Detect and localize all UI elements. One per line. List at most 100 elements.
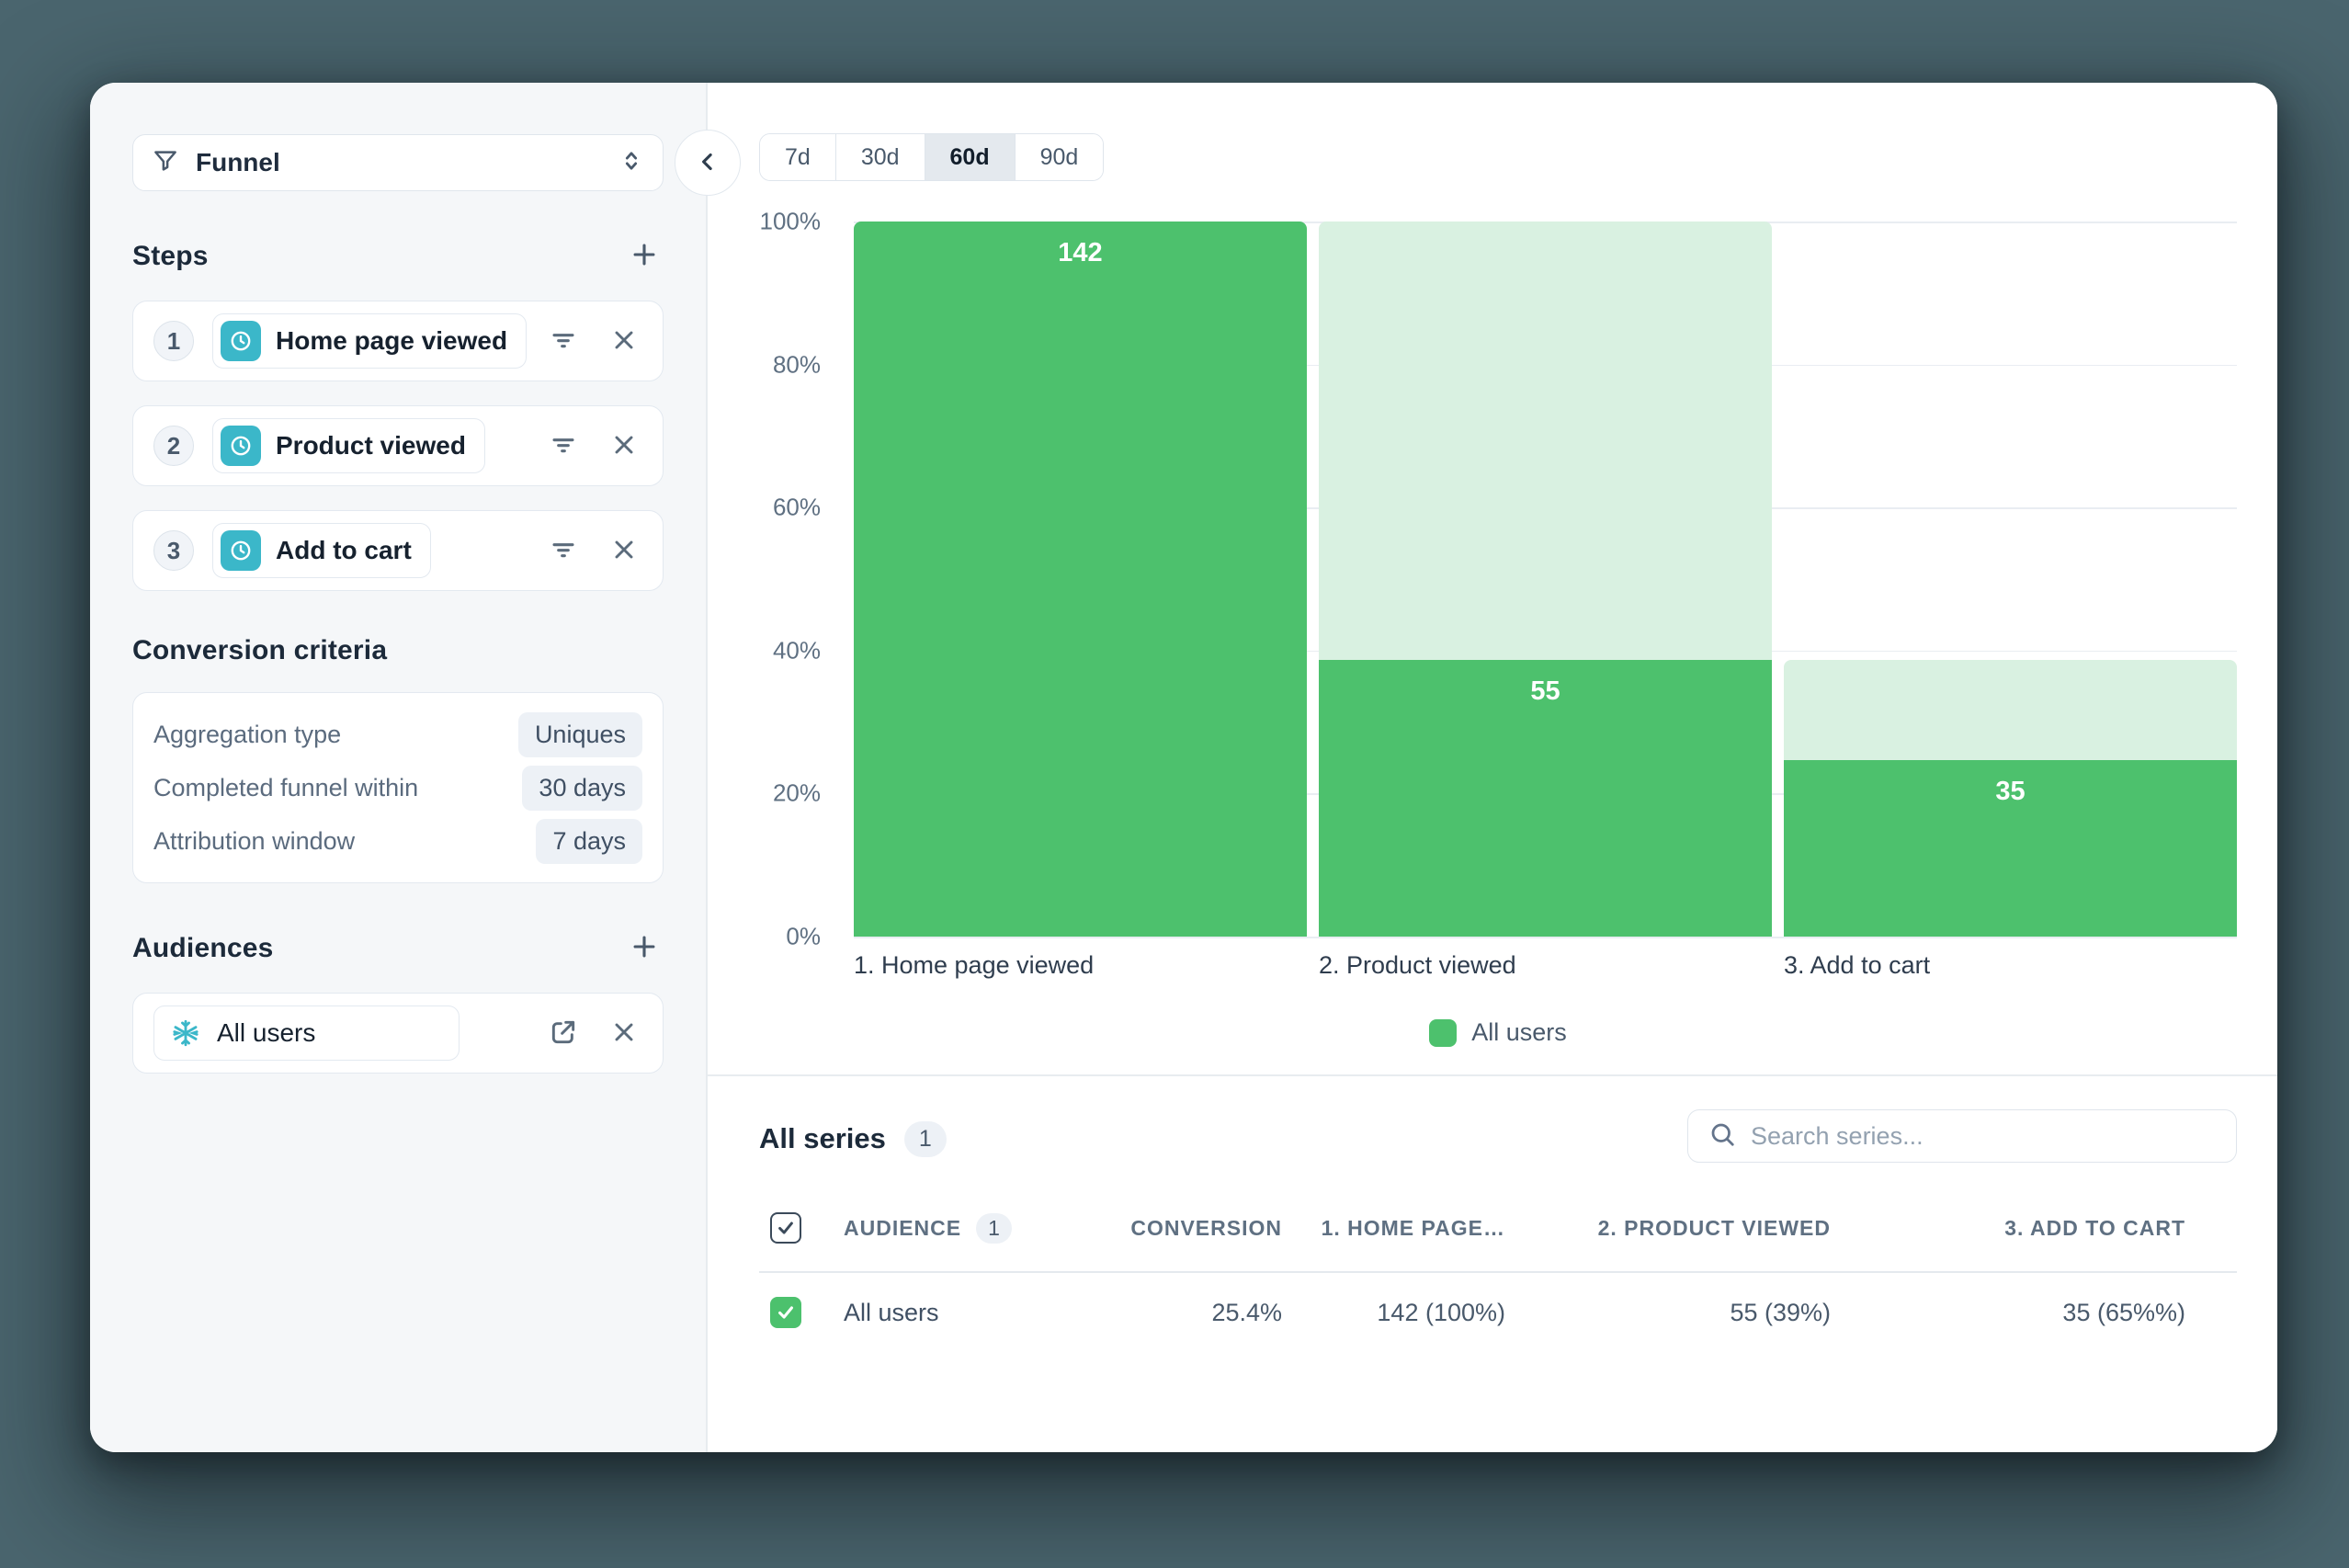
open-audience-button[interactable] [545, 1014, 582, 1053]
time-range-60d[interactable]: 60d [924, 134, 1015, 180]
series-table-row[interactable]: All users 25.4% 142 (100%) 55 (39%) 35 (… [759, 1273, 2237, 1352]
step-event-label: Home page viewed [276, 326, 508, 355]
audience-label: All users [217, 1018, 316, 1047]
step-filter-button[interactable] [545, 531, 582, 571]
criteria-row-attribution: Attribution window 7 days [153, 814, 642, 868]
x-axis-label: 1. Home page viewed [854, 951, 1095, 979]
header-step3: 3. ADD TO CART [2004, 1215, 2185, 1240]
funnel-icon [152, 147, 179, 179]
time-range-30d[interactable]: 30d [834, 134, 925, 180]
series-table-header: AUDIENCE 1 CONVERSION 1. HOME PAGE… 2. P… [759, 1207, 2237, 1249]
cell-step1: 142 (100%) [1377, 1298, 1505, 1326]
header-step1: 1. HOME PAGE… [1321, 1215, 1505, 1240]
filter-lines-icon [549, 535, 578, 567]
criteria-row-window: Completed funnel within 30 days [153, 761, 642, 814]
conversion-criteria-title: Conversion criteria [132, 635, 388, 665]
step-filter-button[interactable] [545, 426, 582, 466]
legend-swatch [1429, 1018, 1458, 1047]
y-axis-tick: 0% [786, 922, 821, 950]
cell-step3: 35 (65%%) [2062, 1298, 2185, 1326]
funnel-bars: 142 55 35 [854, 222, 2237, 937]
conversion-criteria-card: Aggregation type Uniques Completed funne… [132, 692, 664, 883]
cell-conversion: 25.4% [1211, 1298, 1282, 1326]
step-card-2: 2 Product viewed [132, 405, 664, 486]
sidebar: Funnel Steps 1 Hom [90, 83, 708, 1452]
clock-icon [221, 426, 261, 466]
step-card-3: 3 Add to cart [132, 510, 664, 591]
steps-title: Steps [132, 240, 209, 271]
header-audience: AUDIENCE [844, 1215, 962, 1240]
criteria-value-pill[interactable]: 30 days [522, 765, 642, 811]
series-count-badge: 1 [903, 1120, 947, 1157]
remove-step-button[interactable] [606, 426, 642, 466]
close-icon [609, 535, 639, 567]
step-event-chip[interactable]: Add to cart [212, 523, 431, 578]
legend-label: All users [1471, 1018, 1567, 1046]
plus-icon [629, 239, 660, 273]
criteria-row-aggregation: Aggregation type Uniques [153, 708, 642, 761]
time-range-90d[interactable]: 90d [1014, 134, 1104, 180]
filter-lines-icon [549, 325, 578, 358]
main-panel: 7d 30d 60d 90d 100% 80% 60% 40% 20% 0% 142 55 3… [708, 83, 2277, 1452]
gridline [854, 937, 2237, 938]
audience-chip[interactable]: All users [153, 1006, 460, 1061]
insight-type-label: Funnel [196, 148, 280, 176]
criteria-label: Attribution window [153, 826, 356, 855]
y-axis-tick: 40% [772, 636, 821, 665]
remove-step-button[interactable] [606, 531, 642, 571]
app-window: Funnel Steps 1 Hom [90, 83, 2277, 1452]
cell-audience: All users [844, 1298, 939, 1326]
step-event-chip[interactable]: Product viewed [212, 418, 485, 473]
search-icon [1708, 1120, 1736, 1153]
step-number: 2 [153, 426, 194, 466]
funnel-plot: 142 55 35 [854, 222, 2237, 938]
select-all-checkbox[interactable] [770, 1212, 801, 1244]
search-series-input[interactable] [1751, 1121, 2216, 1151]
add-step-button[interactable] [625, 235, 664, 277]
table-header-divider [759, 1271, 2237, 1273]
funnel-column[interactable]: 35 [1784, 222, 2237, 937]
chart-legend[interactable]: All users [759, 1018, 2237, 1047]
funnel-bar-dropoff [1784, 659, 2237, 761]
audiences-title: Audiences [132, 932, 274, 963]
time-range-7d[interactable]: 7d [760, 134, 835, 180]
snowflake-icon [169, 1013, 202, 1053]
remove-step-button[interactable] [606, 322, 642, 361]
funnel-bar-converted [854, 222, 1307, 937]
step-card-1: 1 Home page viewed [132, 301, 664, 381]
criteria-value-pill[interactable]: 7 days [536, 818, 642, 864]
funnel-bar-converted [1784, 760, 2237, 937]
y-axis-tick: 80% [772, 350, 821, 379]
close-icon [609, 430, 639, 462]
collapse-sidebar-button[interactable] [675, 130, 741, 196]
audience-count-badge: 1 [976, 1212, 1012, 1244]
bar-value-label: 55 [1530, 676, 1560, 706]
add-audience-button[interactable] [625, 927, 664, 969]
clock-icon [221, 530, 261, 571]
criteria-value-pill[interactable]: Uniques [517, 711, 642, 757]
step-filter-button[interactable] [545, 322, 582, 361]
close-icon [609, 325, 639, 358]
step-number: 1 [153, 321, 194, 361]
remove-audience-button[interactable] [606, 1014, 642, 1053]
y-axis-tick: 60% [772, 493, 821, 521]
filter-lines-icon [549, 430, 578, 462]
insight-type-select[interactable]: Funnel [132, 134, 664, 191]
chevron-left-icon [694, 148, 721, 178]
row-checkbox[interactable] [770, 1297, 801, 1328]
funnel-column[interactable]: 142 [854, 222, 1307, 937]
header-conversion: CONVERSION [1130, 1215, 1282, 1240]
series-panel: All series 1 [759, 1076, 2237, 1352]
bar-value-label: 142 [1058, 238, 1103, 267]
step-event-chip[interactable]: Home page viewed [212, 313, 528, 369]
y-axis: 100% 80% 60% 40% 20% 0% [759, 208, 854, 950]
criteria-label: Aggregation type [153, 720, 342, 748]
x-axis-label: 3. Add to cart [1784, 951, 1931, 979]
chevron-updown-icon [618, 148, 644, 178]
series-search [1687, 1109, 2237, 1163]
funnel-chart: 100% 80% 60% 40% 20% 0% 142 55 35 [759, 208, 2237, 950]
funnel-column[interactable]: 55 [1319, 222, 1772, 937]
y-axis-tick: 100% [759, 207, 822, 235]
funnel-bar-converted [1319, 659, 1772, 937]
plus-icon [629, 931, 660, 965]
